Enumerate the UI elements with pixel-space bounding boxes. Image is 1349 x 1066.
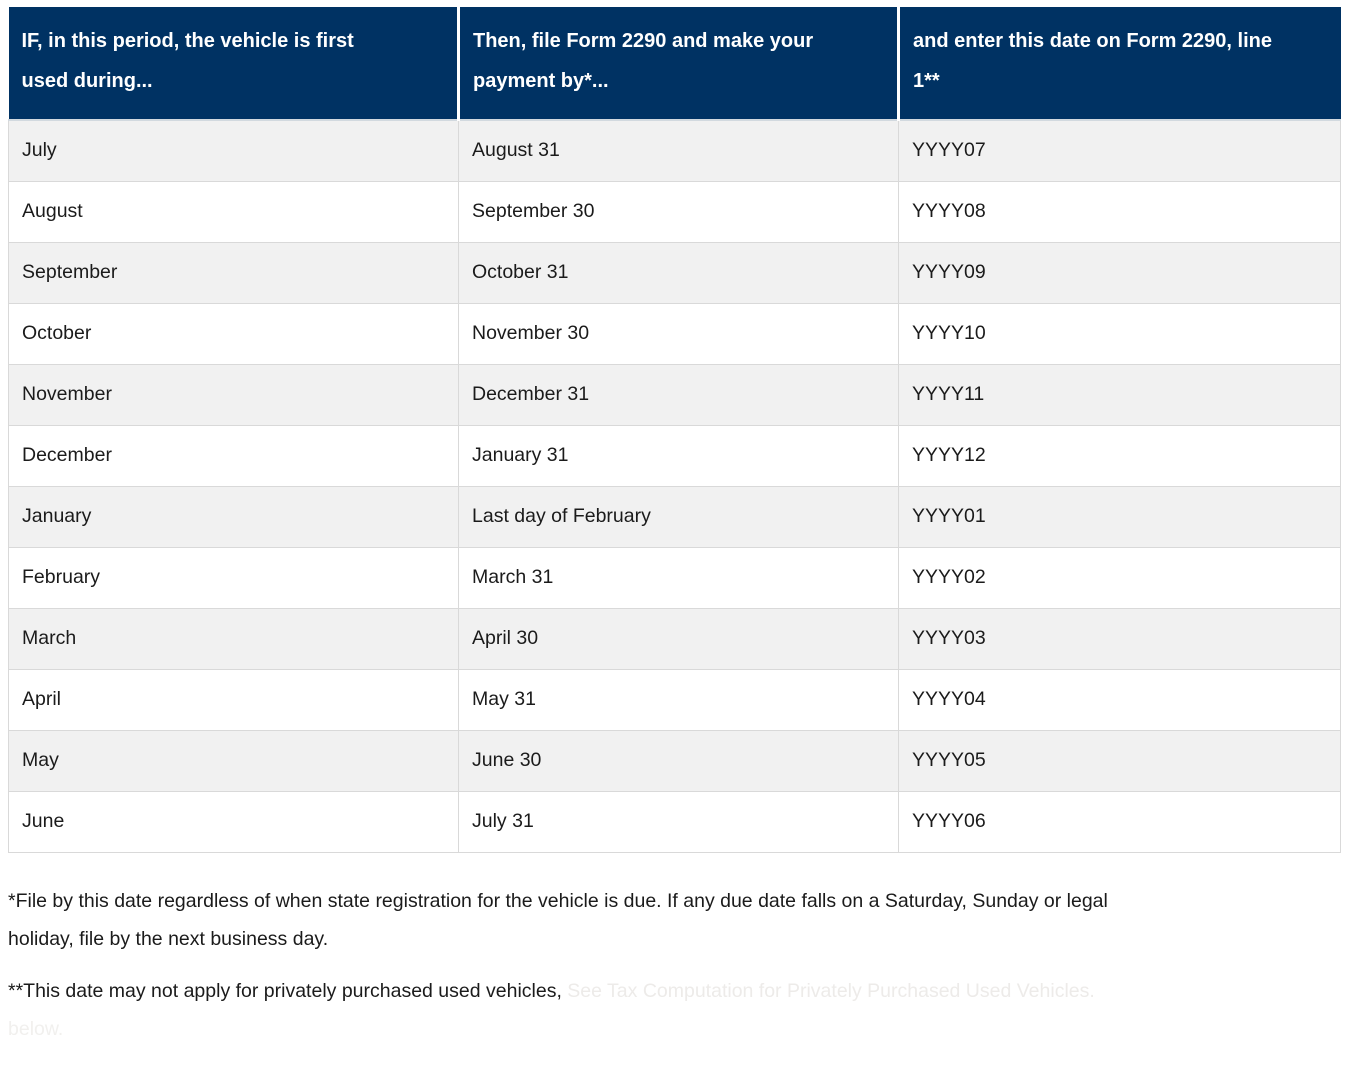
column-header-first-used: IF, in this period, the vehicle is first… [8,7,460,121]
cell-enter-date-code: YYYY02 [898,546,1341,609]
table-row: August September 30 YYYY08 [8,180,1341,243]
table-row: June July 31 YYYY06 [8,790,1341,853]
cell-enter-date-code: YYYY12 [898,424,1341,487]
cell-month-first-used: May [8,729,459,792]
cell-month-first-used: February [8,546,459,609]
footnote-2-ghost-text: See Tax Computation for Privately Purcha… [561,979,1095,1002]
table-row: April May 31 YYYY04 [8,668,1341,731]
cell-month-first-used: October [8,302,459,365]
footnote-2-ghost-line-2: below. [8,1017,64,1040]
cell-file-by-date: January 31 [458,424,899,487]
footnote-file-by-date: *File by this date regardless of when st… [8,882,1340,958]
cell-file-by-date: May 31 [458,668,899,731]
cell-enter-date-code: YYYY10 [898,302,1341,365]
column-header-enter-date: and enter this date on Form 2290, line 1… [898,7,1341,121]
cell-month-first-used: April [8,668,459,731]
cell-file-by-date: June 30 [458,729,899,792]
cell-month-first-used: June [8,790,459,853]
cell-file-by-date: April 30 [458,607,899,670]
footnote-2-text: **This date may not apply for privately … [8,979,562,1002]
cell-enter-date-code: YYYY03 [898,607,1341,670]
cell-enter-date-code: YYYY09 [898,241,1341,304]
form-2290-deadline-table: IF, in this period, the vehicle is first… [8,7,1341,853]
table-row: July August 31 YYYY07 [8,119,1341,182]
footnote-1-line-2: holiday, file by the next business day. [8,927,329,950]
cell-month-first-used: January [8,485,459,548]
table-row: December January 31 YYYY12 [8,424,1341,487]
footnotes: *File by this date regardless of when st… [8,882,1340,1048]
cell-month-first-used: March [8,607,459,670]
footnote-1-line-1: *File by this date regardless of when st… [8,889,1108,912]
table-row: May June 30 YYYY05 [8,729,1341,792]
cell-file-by-date: September 30 [458,180,899,243]
table-row: November December 31 YYYY11 [8,363,1341,426]
table-row: February March 31 YYYY02 [8,546,1341,609]
cell-enter-date-code: YYYY05 [898,729,1341,792]
cell-month-first-used: August [8,180,459,243]
cell-enter-date-code: YYYY08 [898,180,1341,243]
table-body: July August 31 YYYY07 August September 30 YYY… [8,119,1341,853]
cell-file-by-date: July 31 [458,790,899,853]
cell-file-by-date: October 31 [458,241,899,304]
table-header: IF, in this period, the vehicle is first… [8,7,1341,121]
table-header-row: IF, in this period, the vehicle is first… [8,7,1341,121]
cell-file-by-date: December 31 [458,363,899,426]
cell-month-first-used: September [8,241,459,304]
footnote-privately-purchased: **This date may not apply for privately … [8,972,1340,1048]
table-row: October November 30 YYYY10 [8,302,1341,365]
cell-month-first-used: November [8,363,459,426]
table-row: March April 30 YYYY03 [8,607,1341,670]
cell-enter-date-code: YYYY11 [898,363,1341,426]
cell-enter-date-code: YYYY07 [898,119,1341,182]
cell-enter-date-code: YYYY01 [898,485,1341,548]
cell-file-by-date: August 31 [458,119,899,182]
table-row: January Last day of February YYYY01 [8,485,1341,548]
cell-enter-date-code: YYYY06 [898,790,1341,853]
cell-file-by-date: March 31 [458,546,899,609]
cell-month-first-used: July [8,119,459,182]
cell-enter-date-code: YYYY04 [898,668,1341,731]
cell-month-first-used: December [8,424,459,487]
column-header-file-by: Then, file Form 2290 and make your payme… [458,7,900,121]
cell-file-by-date: Last day of February [458,485,899,548]
table-row: September October 31 YYYY09 [8,241,1341,304]
cell-file-by-date: November 30 [458,302,899,365]
